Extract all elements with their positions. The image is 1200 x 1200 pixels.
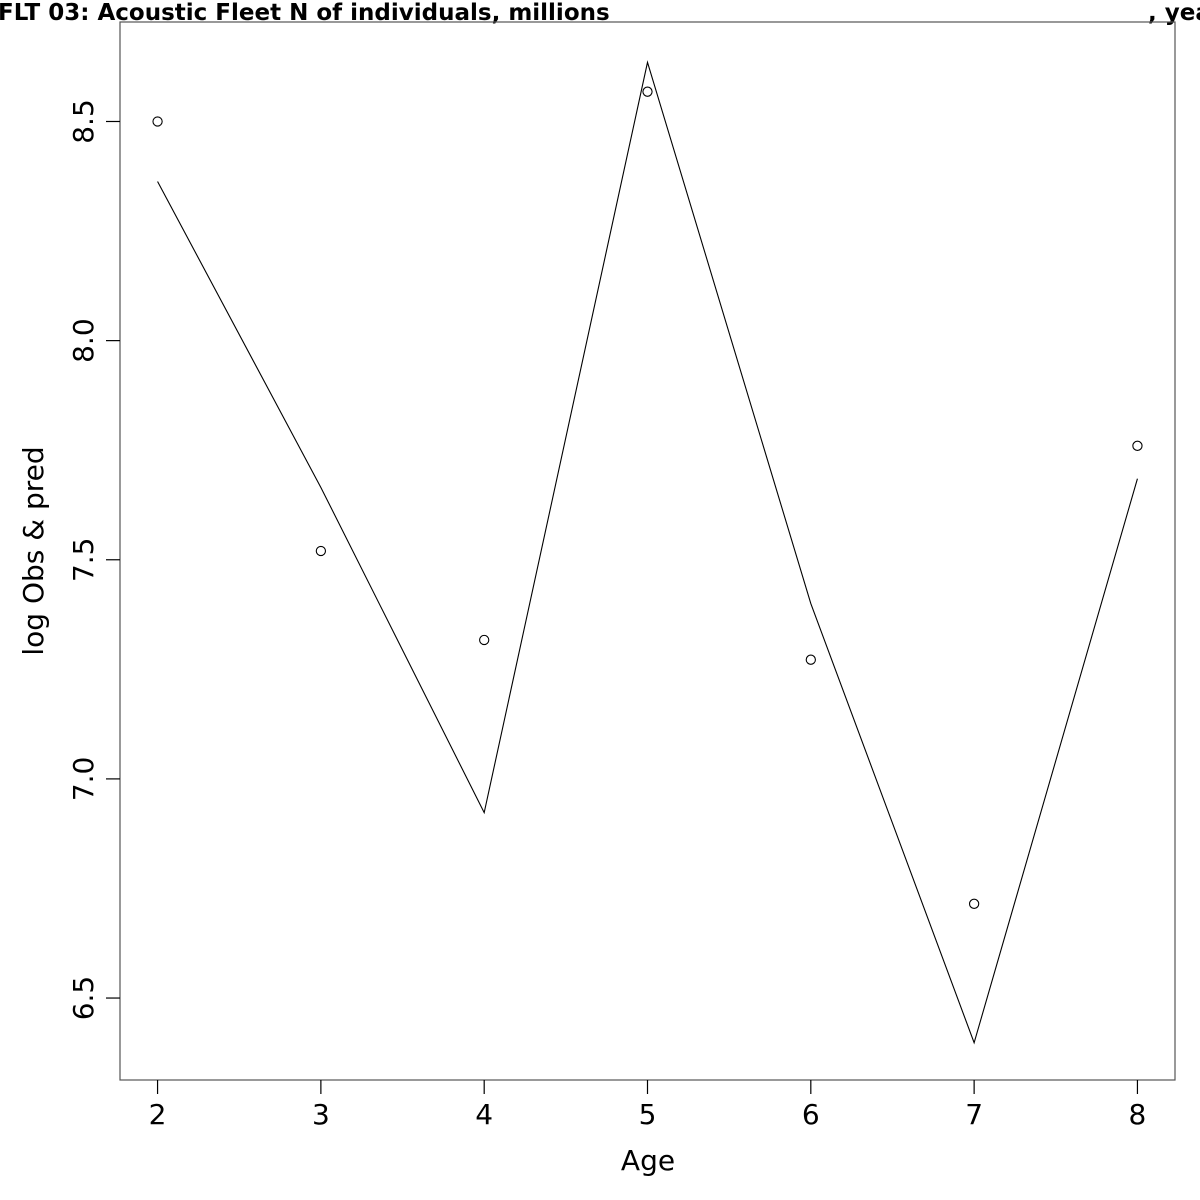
y-tick-label: 7.0 (67, 757, 100, 802)
x-axis-label: Age (621, 1144, 675, 1177)
y-tick-label: 8.5 (67, 99, 100, 144)
x-tick-label: 6 (802, 1098, 820, 1131)
y-axis-label: log Obs & pred (17, 446, 50, 655)
x-tick-label: 3 (312, 1098, 330, 1131)
x-tick-label: 2 (149, 1098, 167, 1131)
x-tick-label: 5 (639, 1098, 657, 1131)
observed-point (152, 116, 163, 127)
observed-point (642, 86, 653, 97)
observed-point (479, 634, 490, 646)
plot-frame (119, 21, 1176, 1081)
observed-point (805, 654, 816, 665)
series-layer (152, 60, 1143, 1045)
observed-point (1132, 440, 1143, 451)
observed-point (315, 545, 327, 557)
y-tick-label: 7.5 (67, 537, 100, 582)
x-tick-label: 7 (965, 1098, 983, 1131)
observed-point (968, 898, 980, 909)
x-tick-label: 8 (1129, 1098, 1147, 1131)
y-axis: 6.5 7.0 7.5 8.0 8.5 (67, 99, 120, 1020)
y-tick-label: 8.0 (67, 318, 100, 363)
x-tick-label: 4 (475, 1098, 493, 1131)
x-axis: 2 3 4 5 6 7 8 (149, 1080, 1147, 1131)
predicted-line (157, 60, 1138, 1045)
y-tick-label: 6.5 (67, 976, 100, 1021)
